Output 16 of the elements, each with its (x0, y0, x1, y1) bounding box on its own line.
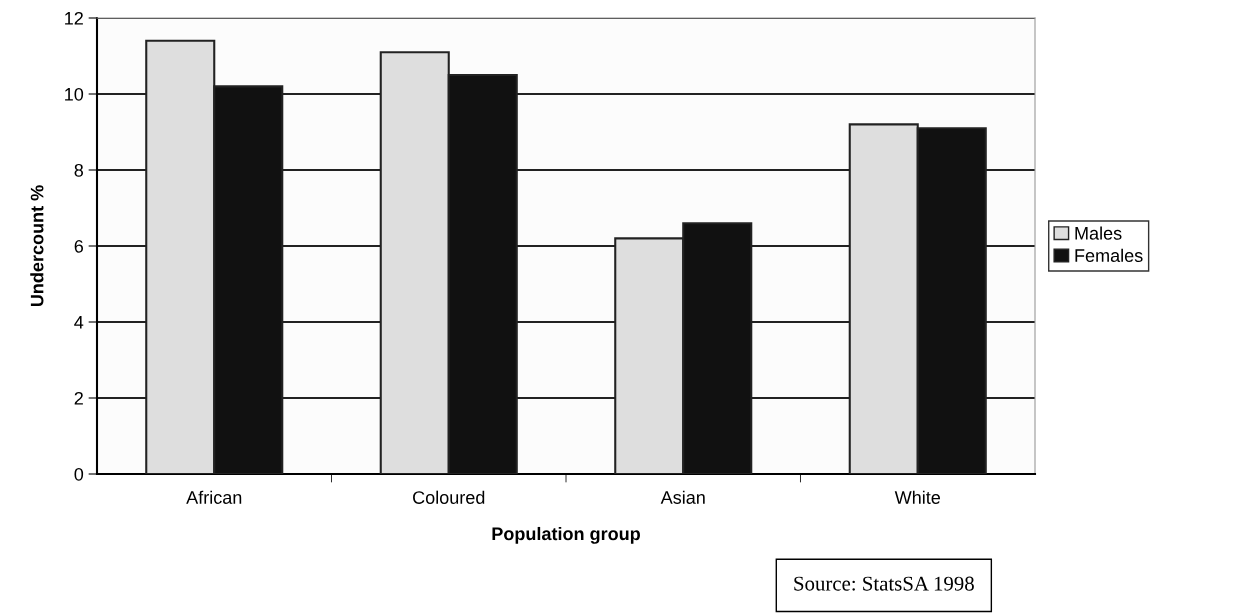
legend-label: Males (1075, 226, 1122, 240)
x-axis-title: Population group (492, 526, 640, 544)
source-note: Source: StatsSA 1998 (794, 576, 974, 591)
y-tick-label: 0 (74, 467, 84, 481)
x-tick-label: Coloured (413, 490, 485, 504)
y-tick-label: 4 (74, 316, 84, 329)
y-tick-label: 6 (74, 239, 84, 253)
y-tick-label: 10 (65, 87, 84, 101)
legend-label: Females (1075, 248, 1143, 262)
y-tick-label: 2 (74, 391, 83, 405)
y-axis-title: Undercount % (30, 185, 44, 307)
y-tick-label: 8 (74, 163, 84, 177)
y-tick-label: 12 (65, 11, 83, 25)
x-tick-label: White (894, 490, 941, 504)
x-tick-label: Asian (660, 490, 705, 504)
x-tick-label: African (186, 490, 242, 504)
